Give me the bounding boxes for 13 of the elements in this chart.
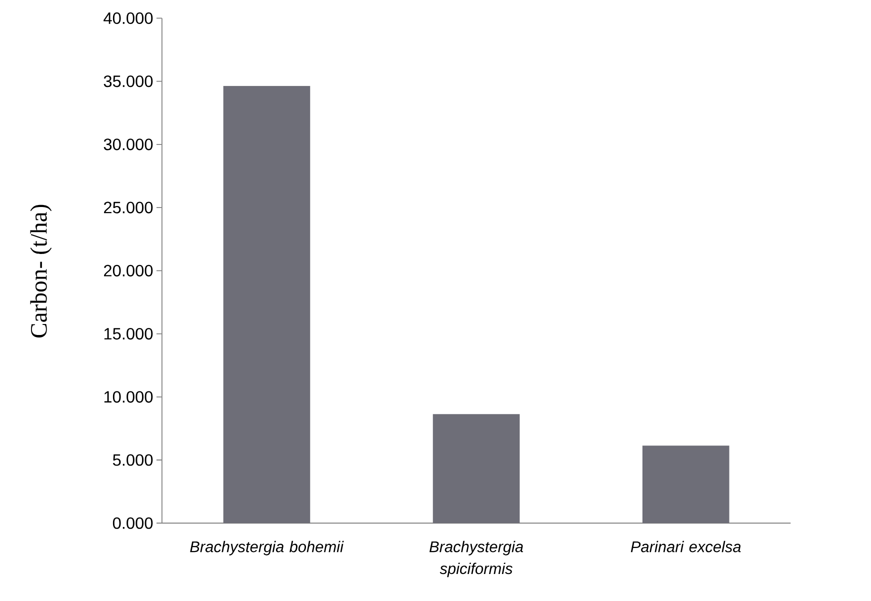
y-tick-label: 25.000: [104, 202, 153, 214]
y-tick-label: 30.000: [104, 138, 153, 150]
y-tick-label: 35.000: [104, 75, 153, 87]
y-tick-label: 10.000: [104, 390, 153, 403]
x-tick-label: Brachystergia bohemii: [190, 540, 344, 556]
y-axis-title: Carbon- (t/ha): [30, 204, 52, 338]
y-tick-label: 20.000: [104, 264, 153, 276]
y-tick-label: 5.000: [112, 454, 153, 466]
y-tick-label: 0.000: [112, 517, 153, 529]
x-tick-label: Parinari excelsa: [630, 540, 741, 552]
y-tick-label: 15.000: [104, 328, 153, 340]
x-tick-label: Brachystergia spiciformis: [429, 540, 524, 577]
y-tick-label: 40.000: [104, 12, 153, 24]
